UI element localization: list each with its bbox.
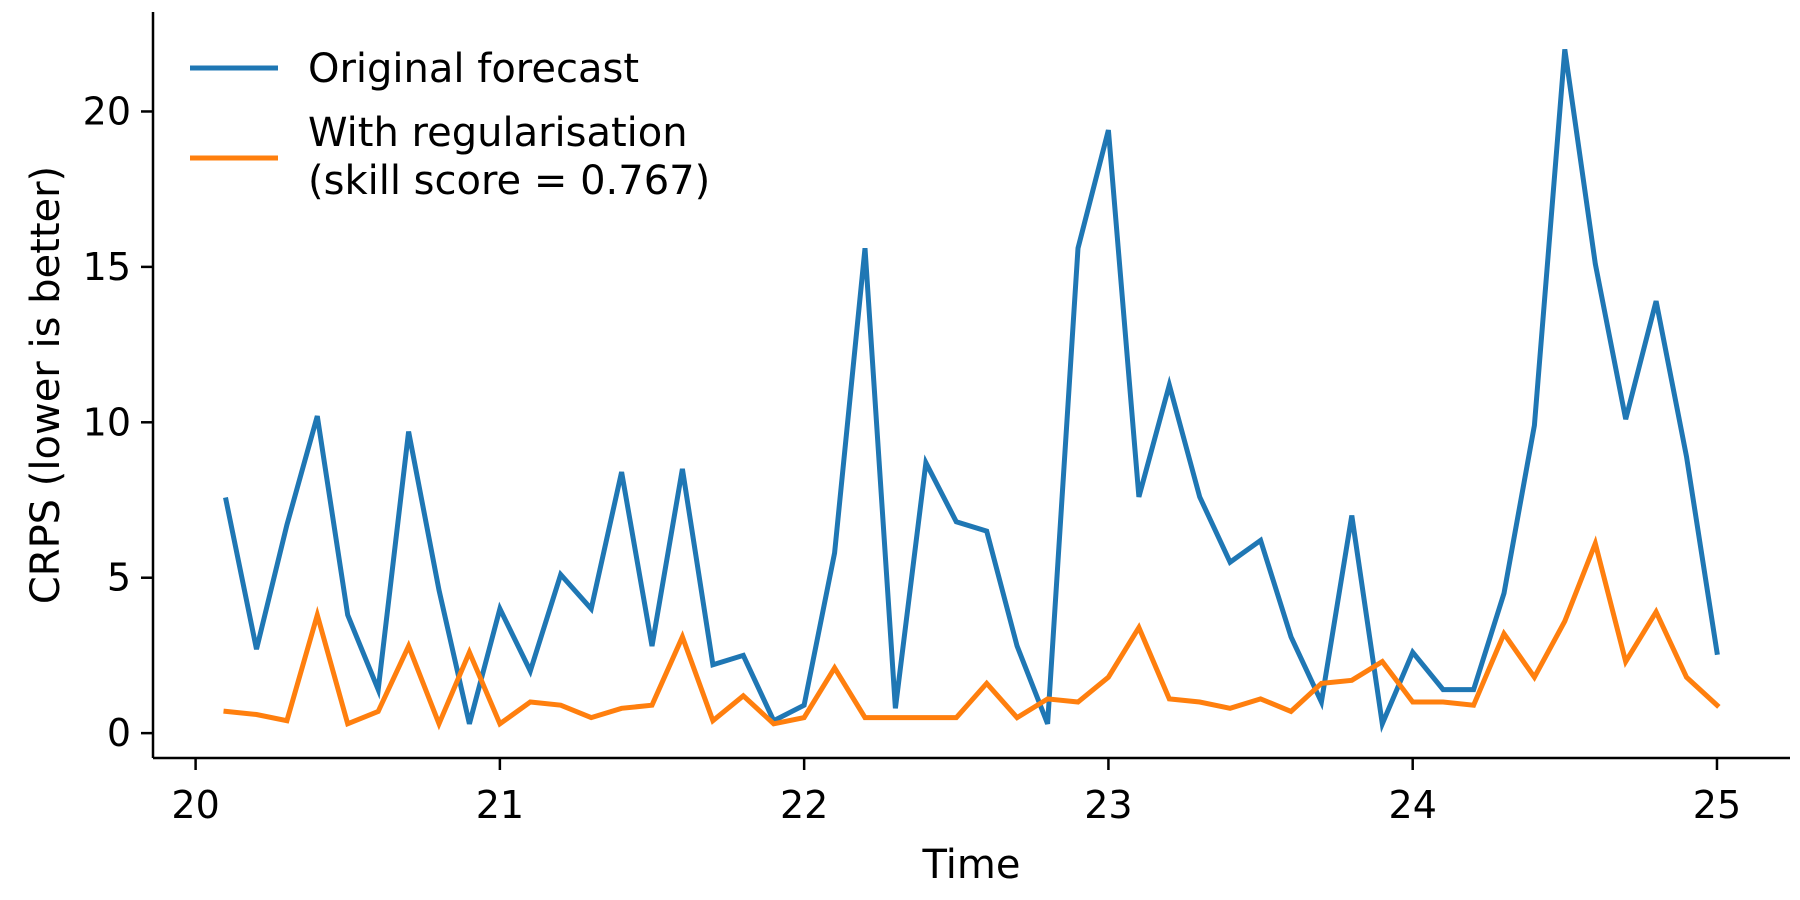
x-tick-label: 20 <box>171 783 219 827</box>
y-tick-label: 5 <box>107 556 131 600</box>
y-tick-label: 10 <box>83 400 131 444</box>
x-ticks: 20 21 22 23 24 25 <box>171 758 1741 827</box>
legend-label-with-regularisation: With regularisation (skill score = 0.767… <box>308 110 710 204</box>
series-line-original-forecast <box>223 48 1720 733</box>
series-line-with-regularisation <box>223 535 1721 731</box>
x-tick-label: 24 <box>1389 783 1437 827</box>
y-ticks: 0 5 10 15 20 <box>83 89 153 755</box>
x-axis-title: Time <box>922 842 1021 888</box>
x-tick-label: 25 <box>1693 783 1741 827</box>
legend-label-with-regularisation-line-2: (skill score = 0.767) <box>308 158 710 204</box>
legend-label-original-forecast: Original forecast <box>308 46 639 92</box>
x-tick-label: 21 <box>476 783 524 827</box>
axes-layer: 20 21 22 23 24 25 0 5 10 15 20 Time CRPS (lower i… <box>23 12 1790 888</box>
legend: Original forecast With regularisation (s… <box>190 46 710 204</box>
series-layer <box>223 48 1721 733</box>
y-axis-title: CRPS (lower is better) <box>23 166 69 604</box>
y-tick-label: 0 <box>107 711 131 755</box>
y-tick-label: 15 <box>83 245 131 289</box>
legend-label-with-regularisation-line-1: With regularisation <box>308 110 688 156</box>
y-tick-label: 20 <box>83 89 131 133</box>
x-tick-label: 22 <box>780 783 828 827</box>
x-tick-label: 23 <box>1084 783 1132 827</box>
